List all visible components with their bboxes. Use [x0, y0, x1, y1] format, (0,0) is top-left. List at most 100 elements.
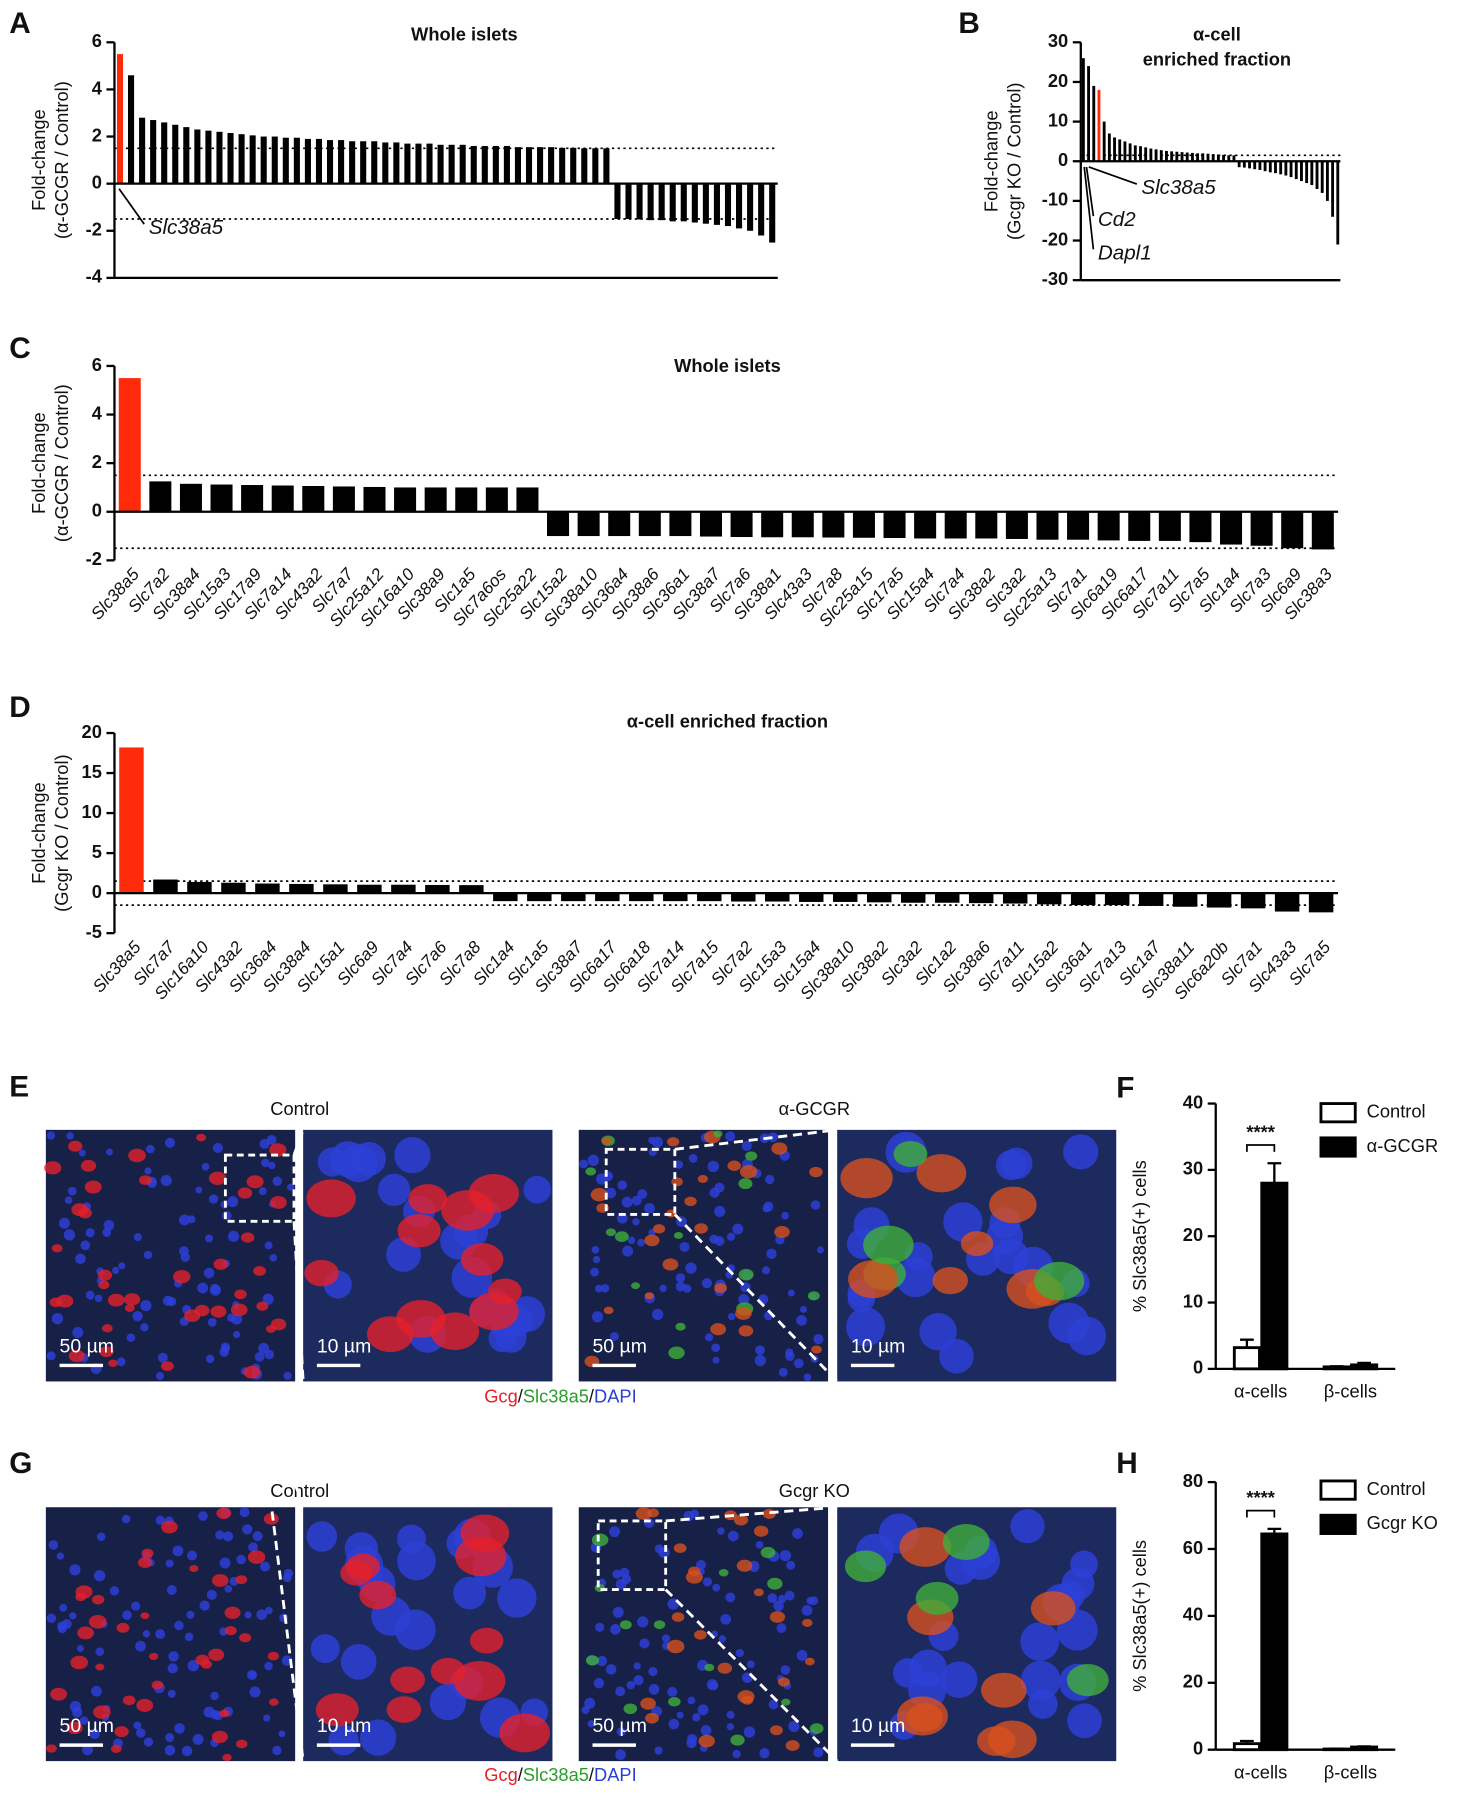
cell-signal	[397, 1214, 441, 1248]
cell-signal	[141, 1548, 154, 1558]
nucleus	[1070, 1550, 1098, 1579]
bar	[1097, 89, 1101, 162]
micrograph	[837, 1129, 1117, 1382]
nucleus	[735, 1648, 744, 1658]
nucleus	[179, 1214, 190, 1226]
error-bar	[1357, 1745, 1371, 1748]
cell-signal	[844, 1550, 887, 1583]
y-tick-label: 60	[1183, 1537, 1203, 1558]
bar	[238, 134, 245, 184]
nucleus	[667, 1686, 678, 1697]
bar	[424, 487, 447, 512]
nucleus	[248, 1542, 258, 1553]
nucleus	[725, 1131, 736, 1142]
nucleus	[239, 1507, 250, 1518]
bar	[975, 511, 998, 539]
bar	[1002, 893, 1028, 904]
cell-signal	[78, 1207, 92, 1219]
cell-signal	[733, 1514, 749, 1526]
nucleus	[121, 1514, 131, 1524]
cell-signal	[603, 1306, 614, 1315]
bar	[179, 483, 202, 512]
nucleus	[712, 1583, 721, 1592]
nucleus	[1067, 1316, 1107, 1356]
annotation-pointer	[118, 188, 145, 225]
nucleus	[1067, 1703, 1102, 1739]
nucleus	[610, 1624, 621, 1635]
cell-signal	[114, 1726, 129, 1738]
nucleus	[168, 1651, 179, 1662]
nucleus	[591, 1246, 600, 1254]
image-title: α-GCGR	[779, 1098, 851, 1119]
nucleus	[685, 1262, 697, 1274]
bar	[1036, 893, 1062, 905]
bar	[149, 481, 172, 512]
bar	[603, 148, 610, 184]
nucleus	[846, 1307, 886, 1347]
cell-signal	[585, 1655, 600, 1666]
y-tick-label: 2	[92, 124, 102, 145]
nucleus	[621, 1196, 633, 1208]
nucleus	[787, 1289, 795, 1297]
bar	[1070, 893, 1096, 906]
bar	[139, 117, 146, 184]
bar	[713, 183, 720, 225]
cell-signal	[222, 1753, 232, 1762]
scale-bar-label: 10 µm	[317, 1715, 371, 1737]
bar	[1123, 141, 1127, 162]
cell-signal	[684, 1196, 697, 1207]
nucleus	[181, 1745, 193, 1757]
cell-signal	[915, 1581, 959, 1615]
cell-signal	[960, 1231, 994, 1257]
cell-signal	[196, 1133, 207, 1142]
scale-bar-label: 10 µm	[851, 1335, 905, 1357]
nucleus	[793, 1358, 804, 1369]
inset-box	[604, 1147, 677, 1216]
cell-signal	[149, 1652, 159, 1660]
error-bar	[1357, 1361, 1371, 1365]
bar	[382, 142, 389, 184]
nucleus	[146, 1144, 155, 1154]
micrograph	[45, 1507, 296, 1762]
cell-signal	[359, 1580, 397, 1610]
cell-signal	[807, 1291, 820, 1301]
cell-signal	[430, 1312, 480, 1351]
cell-signal	[136, 1698, 154, 1712]
nucleus	[328, 1725, 359, 1756]
nucleus	[648, 1136, 656, 1144]
nucleus	[615, 1749, 626, 1761]
nucleus	[118, 1262, 126, 1270]
cell-signal	[45, 1744, 57, 1753]
nucleus	[227, 1230, 240, 1242]
bar	[561, 893, 586, 902]
nucleus	[743, 1726, 756, 1738]
bar	[934, 893, 960, 903]
bar	[393, 142, 400, 184]
bar	[1180, 152, 1184, 162]
nucleus	[126, 1333, 136, 1342]
y-tick-label: 30	[1048, 30, 1068, 51]
legend-label: Control	[1367, 1478, 1426, 1499]
y-tick-label: 15	[82, 761, 102, 782]
nucleus	[603, 1171, 614, 1182]
nucleus	[287, 1183, 295, 1191]
bar	[669, 511, 692, 537]
bar	[1133, 145, 1137, 162]
error-bar	[1240, 1739, 1254, 1744]
cell-signal	[585, 1167, 597, 1176]
nucleus	[654, 1746, 663, 1755]
nucleus	[69, 1612, 77, 1620]
nucleus	[195, 1186, 203, 1194]
bar	[492, 145, 499, 184]
significance: ****	[1246, 1121, 1275, 1142]
nucleus	[944, 1552, 978, 1585]
bar	[636, 183, 643, 220]
nucleus	[523, 1175, 551, 1204]
bar	[731, 893, 756, 902]
micrograph-background	[45, 1129, 296, 1382]
nucleus	[192, 1733, 204, 1745]
bar	[1227, 155, 1231, 162]
nucleus	[590, 1267, 599, 1277]
bar	[1107, 133, 1111, 162]
cell-signal	[863, 1225, 914, 1265]
